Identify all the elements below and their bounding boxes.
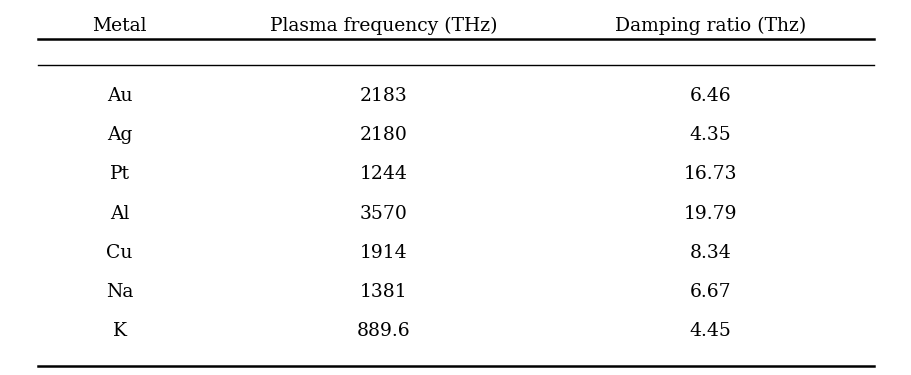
Text: 889.6: 889.6	[356, 322, 410, 340]
Text: Damping ratio (Thz): Damping ratio (Thz)	[614, 16, 805, 35]
Text: 1381: 1381	[359, 283, 406, 301]
Text: Ag: Ag	[107, 126, 132, 144]
Text: 8.34: 8.34	[689, 244, 731, 262]
Text: 16.73: 16.73	[683, 165, 736, 183]
Text: Plasma frequency (THz): Plasma frequency (THz)	[270, 16, 496, 35]
Text: 6.67: 6.67	[689, 283, 731, 301]
Text: Metal: Metal	[92, 16, 147, 34]
Text: Pt: Pt	[109, 165, 129, 183]
Text: 2183: 2183	[359, 87, 406, 105]
Text: 19.79: 19.79	[683, 204, 736, 222]
Text: 4.45: 4.45	[689, 322, 731, 340]
Text: 2180: 2180	[359, 126, 406, 144]
Text: 6.46: 6.46	[689, 87, 731, 105]
Text: K: K	[112, 322, 127, 340]
Text: Cu: Cu	[107, 244, 133, 262]
Text: 1244: 1244	[359, 165, 406, 183]
Text: Au: Au	[107, 87, 132, 105]
Text: Al: Al	[110, 204, 129, 222]
Text: Na: Na	[106, 283, 133, 301]
Text: 3570: 3570	[359, 204, 406, 222]
Text: 4.35: 4.35	[689, 126, 731, 144]
Text: 1914: 1914	[359, 244, 406, 262]
